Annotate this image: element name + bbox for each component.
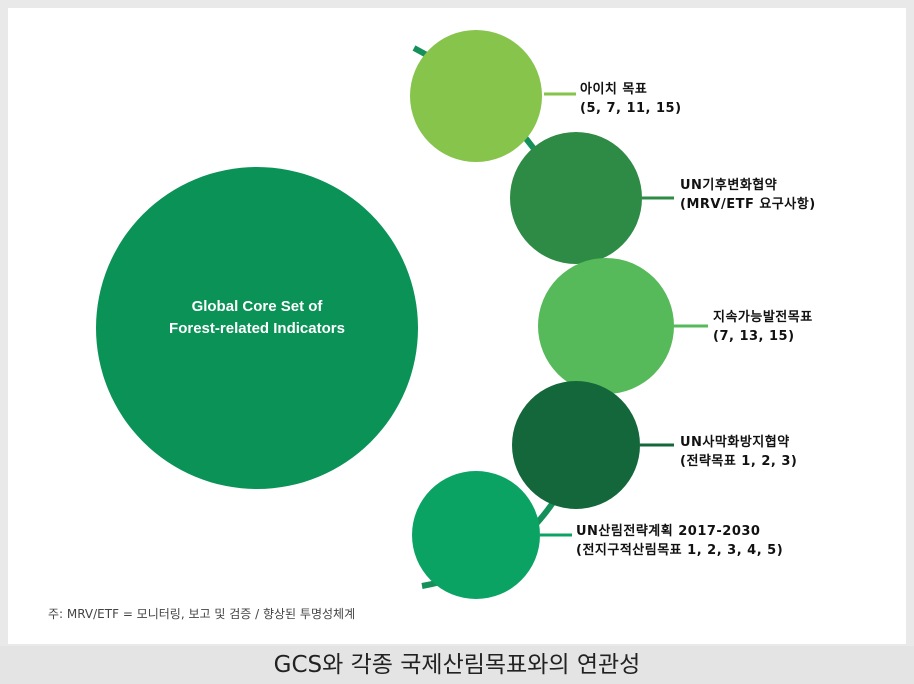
goal-label-unccd: UN사막화방지협약 (전략목표 1, 2, 3)	[680, 433, 797, 471]
main-label-line2: Forest-related Indicators	[169, 320, 345, 337]
goal-label-title: UN사막화방지협약	[680, 435, 790, 450]
figure-panel: Global Core Set of Forest-related Indica…	[8, 8, 906, 644]
main-circle-label: Global Core Set of Forest-related Indica…	[99, 296, 415, 340]
goal-label-unfccc: UN기후변화협약 (MRV/ETF 요구사항)	[680, 176, 816, 214]
main-label-line1: Global Core Set of	[191, 298, 323, 315]
goal-label-title: 지속가능발전목표	[713, 310, 813, 325]
main-indicator-circle	[96, 167, 418, 489]
goal-label-unsp: UN산림전략계획 2017-2030 (전지구적산림목표 1, 2, 3, 4,…	[576, 522, 783, 560]
figure-caption: GCS와 각종 국제산림목표와의 연관성	[0, 646, 914, 684]
goal-label-detail: (MRV/ETF 요구사항)	[680, 197, 816, 212]
goal-label-title: 아이치 목표	[580, 82, 648, 97]
goal-label-detail: (7, 13, 15)	[713, 329, 795, 344]
goal-label-aichi: 아이치 목표 (5, 7, 11, 15)	[580, 80, 682, 118]
footnote: 주: MRV/ETF = 모니터링, 보고 및 검증 / 향상된 투명성체계	[48, 607, 356, 621]
goal-circle	[412, 471, 540, 599]
goal-label-sdg: 지속가능발전목표 (7, 13, 15)	[713, 308, 813, 346]
diagram-canvas	[96, 30, 708, 599]
goal-circle	[538, 258, 674, 394]
goal-label-detail: (전략목표 1, 2, 3)	[680, 454, 798, 469]
goal-label-title: UN산림전략계획 2017-2030	[576, 524, 761, 539]
goal-circle	[410, 30, 542, 162]
goal-circle	[510, 132, 642, 264]
goal-label-title: UN기후변화협약	[680, 178, 778, 193]
goal-circle	[512, 381, 640, 509]
goal-label-detail: (5, 7, 11, 15)	[580, 101, 682, 116]
goal-label-detail: (전지구적산림목표 1, 2, 3, 4, 5)	[576, 543, 784, 558]
